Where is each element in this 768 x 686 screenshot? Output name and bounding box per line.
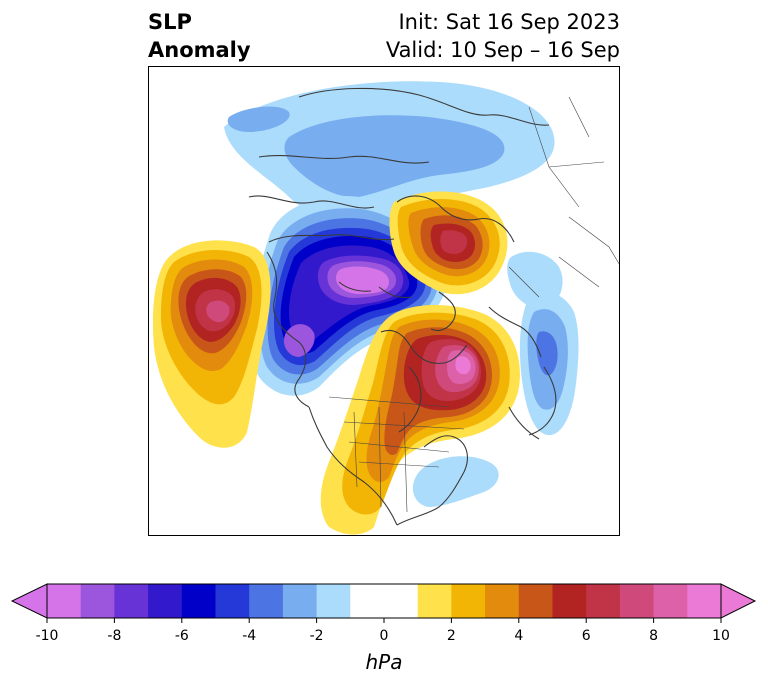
title-line-slp: SLP bbox=[148, 10, 192, 34]
colorbar-cell bbox=[451, 584, 486, 618]
colorbar-tick-label: 0 bbox=[379, 628, 389, 644]
colorbar-under-arrow bbox=[10, 583, 48, 619]
colorbar-cell bbox=[552, 584, 587, 618]
colorbar-ticks bbox=[46, 618, 722, 623]
colorbar-tick-label: -6 bbox=[174, 628, 189, 644]
anomaly-pacific-high-core bbox=[206, 300, 230, 323]
colorbar-cell bbox=[485, 584, 520, 618]
colorbar-cell bbox=[586, 584, 621, 618]
map-title: SLP Anomaly bbox=[148, 8, 251, 64]
title-line-anomaly: Anomaly bbox=[148, 38, 251, 62]
colorbar bbox=[10, 583, 757, 623]
colorbar-tick-label: 4 bbox=[514, 628, 524, 644]
colorbar-cell bbox=[518, 584, 553, 618]
anomaly-east-light bbox=[507, 251, 563, 308]
init-date: Init: Sat 16 Sep 2023 bbox=[398, 10, 620, 34]
colorbar-cell bbox=[653, 584, 688, 618]
colorbar-tick-label: -4 bbox=[242, 628, 257, 644]
colorbar-tick-label: -2 bbox=[309, 628, 324, 644]
anomaly-canada-high-core bbox=[455, 356, 471, 375]
slp-anomaly-map bbox=[148, 66, 620, 536]
colorbar-cell bbox=[80, 584, 115, 618]
anomaly-low-sw-core bbox=[283, 324, 315, 357]
anomaly-siberia-mid bbox=[284, 115, 505, 198]
anomaly-siberia-mid2 bbox=[227, 106, 290, 132]
colorbar-cell bbox=[316, 584, 351, 618]
colorbar-cell bbox=[350, 584, 419, 618]
colorbar-cell bbox=[148, 584, 183, 618]
colorbar-cell bbox=[215, 584, 250, 618]
map-canvas bbox=[152, 81, 619, 535]
colorbar-units: hPa bbox=[365, 650, 403, 674]
colorbar-tick-label: 2 bbox=[446, 628, 456, 644]
colorbar-tick-label: 8 bbox=[649, 628, 659, 644]
colorbar-cell bbox=[687, 584, 722, 618]
anomaly-europe-low-3 bbox=[536, 331, 558, 376]
valid-range: Valid: 10 Sep – 16 Sep bbox=[385, 38, 620, 62]
colorbar-cells bbox=[47, 584, 722, 618]
colorbar-cell bbox=[249, 584, 284, 618]
colorbar-tick-label: 6 bbox=[581, 628, 591, 644]
colorbar-over-arrow bbox=[720, 583, 757, 619]
anomaly-low-core bbox=[336, 266, 389, 294]
colorbar-cell bbox=[282, 584, 318, 618]
colorbar-cell bbox=[417, 584, 452, 618]
country-borders bbox=[328, 96, 619, 513]
colorbar-cell bbox=[114, 584, 149, 618]
coastlines bbox=[248, 87, 557, 526]
colorbar-cell bbox=[181, 584, 216, 618]
anomaly-scandinavia-high-core bbox=[440, 230, 468, 254]
anomaly-us-east-light bbox=[412, 456, 499, 507]
colorbar-tick-label: 10 bbox=[712, 628, 730, 644]
colorbar-tick-label: -10 bbox=[35, 628, 59, 644]
colorbar-cell bbox=[47, 584, 82, 618]
map-dates: Init: Sat 16 Sep 2023 Valid: 10 Sep – 16… bbox=[386, 8, 620, 64]
colorbar-tick-label: -8 bbox=[107, 628, 122, 644]
colorbar-cell bbox=[619, 584, 655, 618]
